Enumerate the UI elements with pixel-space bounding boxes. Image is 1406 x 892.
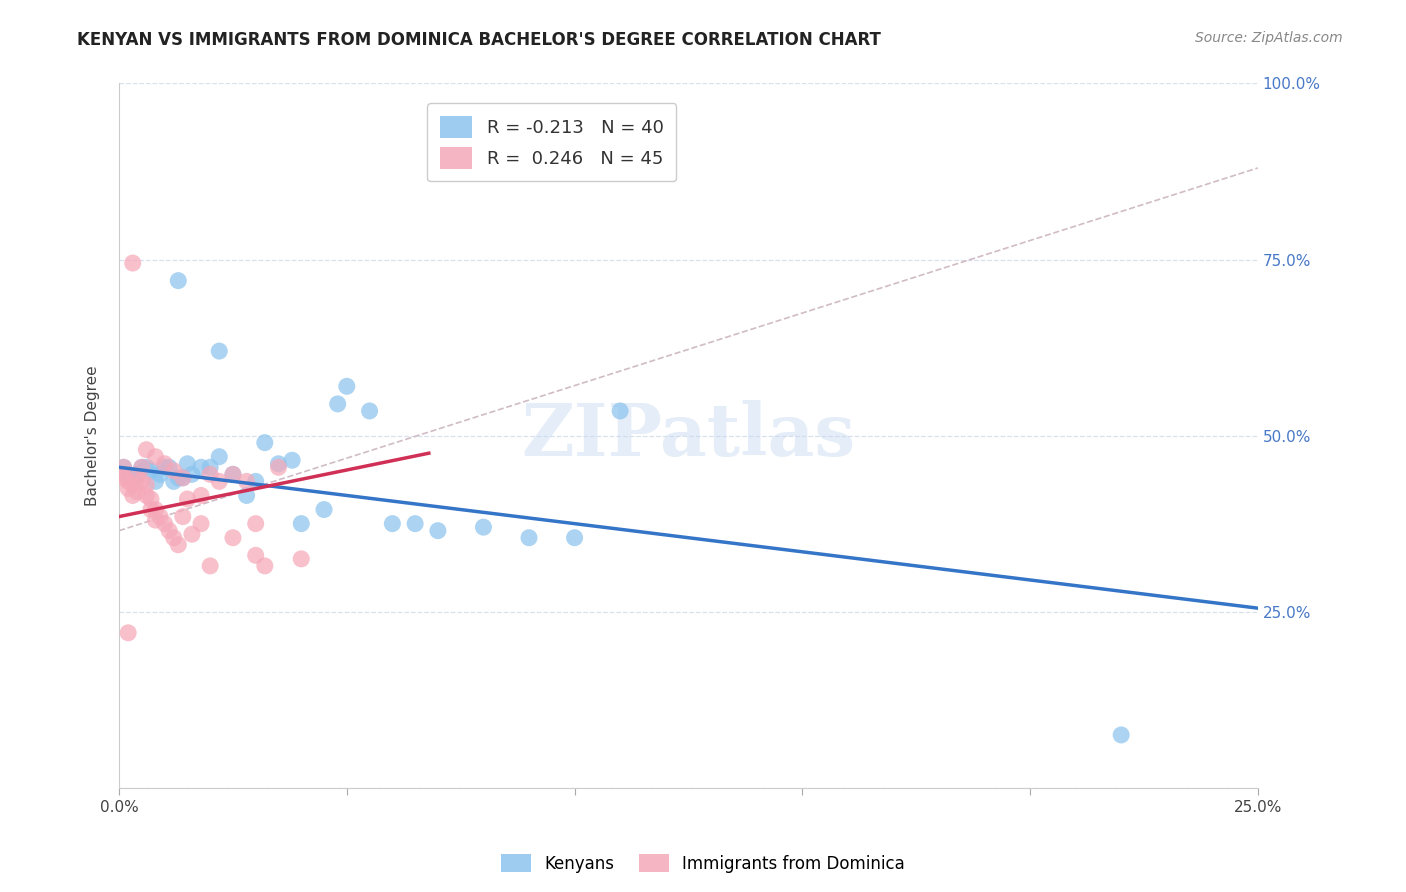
Point bbox=[145, 450, 167, 464]
Point bbox=[176, 491, 198, 506]
Point bbox=[426, 524, 449, 538]
Legend: R = -0.213   N = 40, R =  0.246   N = 45: R = -0.213 N = 40, R = 0.246 N = 45 bbox=[427, 103, 676, 181]
Point bbox=[121, 478, 143, 492]
Point bbox=[290, 552, 312, 566]
Point bbox=[181, 527, 204, 541]
Point bbox=[198, 558, 221, 573]
Point bbox=[245, 549, 267, 563]
Point bbox=[112, 467, 135, 482]
Text: ZIPatlas: ZIPatlas bbox=[522, 401, 855, 471]
Point bbox=[112, 460, 135, 475]
Point bbox=[172, 471, 194, 485]
Point bbox=[127, 467, 149, 482]
Point bbox=[208, 475, 231, 489]
Point bbox=[609, 404, 631, 418]
Point bbox=[235, 488, 257, 502]
Point bbox=[190, 516, 212, 531]
Point bbox=[131, 475, 153, 489]
Point bbox=[139, 502, 162, 516]
Point bbox=[157, 460, 180, 475]
Point bbox=[172, 471, 194, 485]
Point bbox=[112, 471, 135, 485]
Point bbox=[1109, 728, 1132, 742]
Point bbox=[359, 404, 381, 418]
Point bbox=[127, 471, 149, 485]
Point bbox=[222, 467, 245, 482]
Point bbox=[117, 475, 139, 489]
Point bbox=[127, 485, 149, 500]
Point bbox=[181, 467, 204, 482]
Point bbox=[117, 625, 139, 640]
Point bbox=[381, 516, 404, 531]
Point bbox=[564, 531, 586, 545]
Point bbox=[312, 502, 335, 516]
Point bbox=[253, 435, 276, 450]
Y-axis label: Bachelor's Degree: Bachelor's Degree bbox=[86, 366, 100, 506]
Point bbox=[198, 460, 221, 475]
Point bbox=[404, 516, 426, 531]
Text: KENYAN VS IMMIGRANTS FROM DOMINICA BACHELOR'S DEGREE CORRELATION CHART: KENYAN VS IMMIGRANTS FROM DOMINICA BACHE… bbox=[77, 31, 882, 49]
Point bbox=[131, 460, 153, 475]
Point bbox=[517, 531, 540, 545]
Point bbox=[139, 464, 162, 478]
Text: Source: ZipAtlas.com: Source: ZipAtlas.com bbox=[1195, 31, 1343, 45]
Point bbox=[117, 467, 139, 482]
Point bbox=[222, 531, 245, 545]
Point bbox=[167, 274, 190, 288]
Point bbox=[472, 520, 495, 534]
Point bbox=[135, 460, 157, 475]
Point bbox=[135, 488, 157, 502]
Point bbox=[121, 488, 143, 502]
Point bbox=[135, 478, 157, 492]
Point bbox=[245, 516, 267, 531]
Point bbox=[208, 344, 231, 359]
Point bbox=[235, 475, 257, 489]
Point bbox=[208, 450, 231, 464]
Point bbox=[121, 471, 143, 485]
Point bbox=[163, 464, 186, 478]
Point bbox=[157, 524, 180, 538]
Point bbox=[153, 460, 176, 475]
Point bbox=[145, 475, 167, 489]
Point bbox=[176, 457, 198, 471]
Point bbox=[267, 460, 290, 475]
Point bbox=[281, 453, 304, 467]
Point bbox=[145, 502, 167, 516]
Point bbox=[222, 467, 245, 482]
Point bbox=[131, 460, 153, 475]
Point bbox=[167, 538, 190, 552]
Point bbox=[172, 509, 194, 524]
Point bbox=[190, 460, 212, 475]
Point bbox=[112, 460, 135, 475]
Point bbox=[290, 516, 312, 531]
Point bbox=[167, 471, 190, 485]
Point bbox=[245, 475, 267, 489]
Point bbox=[149, 509, 172, 524]
Point bbox=[153, 457, 176, 471]
Point bbox=[163, 475, 186, 489]
Point bbox=[139, 491, 162, 506]
Point bbox=[149, 467, 172, 482]
Point bbox=[135, 442, 157, 457]
Point bbox=[163, 531, 186, 545]
Point bbox=[253, 558, 276, 573]
Legend: Kenyans, Immigrants from Dominica: Kenyans, Immigrants from Dominica bbox=[494, 847, 912, 880]
Point bbox=[267, 457, 290, 471]
Point bbox=[190, 488, 212, 502]
Point bbox=[326, 397, 349, 411]
Point bbox=[198, 467, 221, 482]
Point bbox=[145, 513, 167, 527]
Point bbox=[153, 516, 176, 531]
Point bbox=[336, 379, 359, 393]
Point bbox=[121, 256, 143, 270]
Point bbox=[117, 482, 139, 496]
